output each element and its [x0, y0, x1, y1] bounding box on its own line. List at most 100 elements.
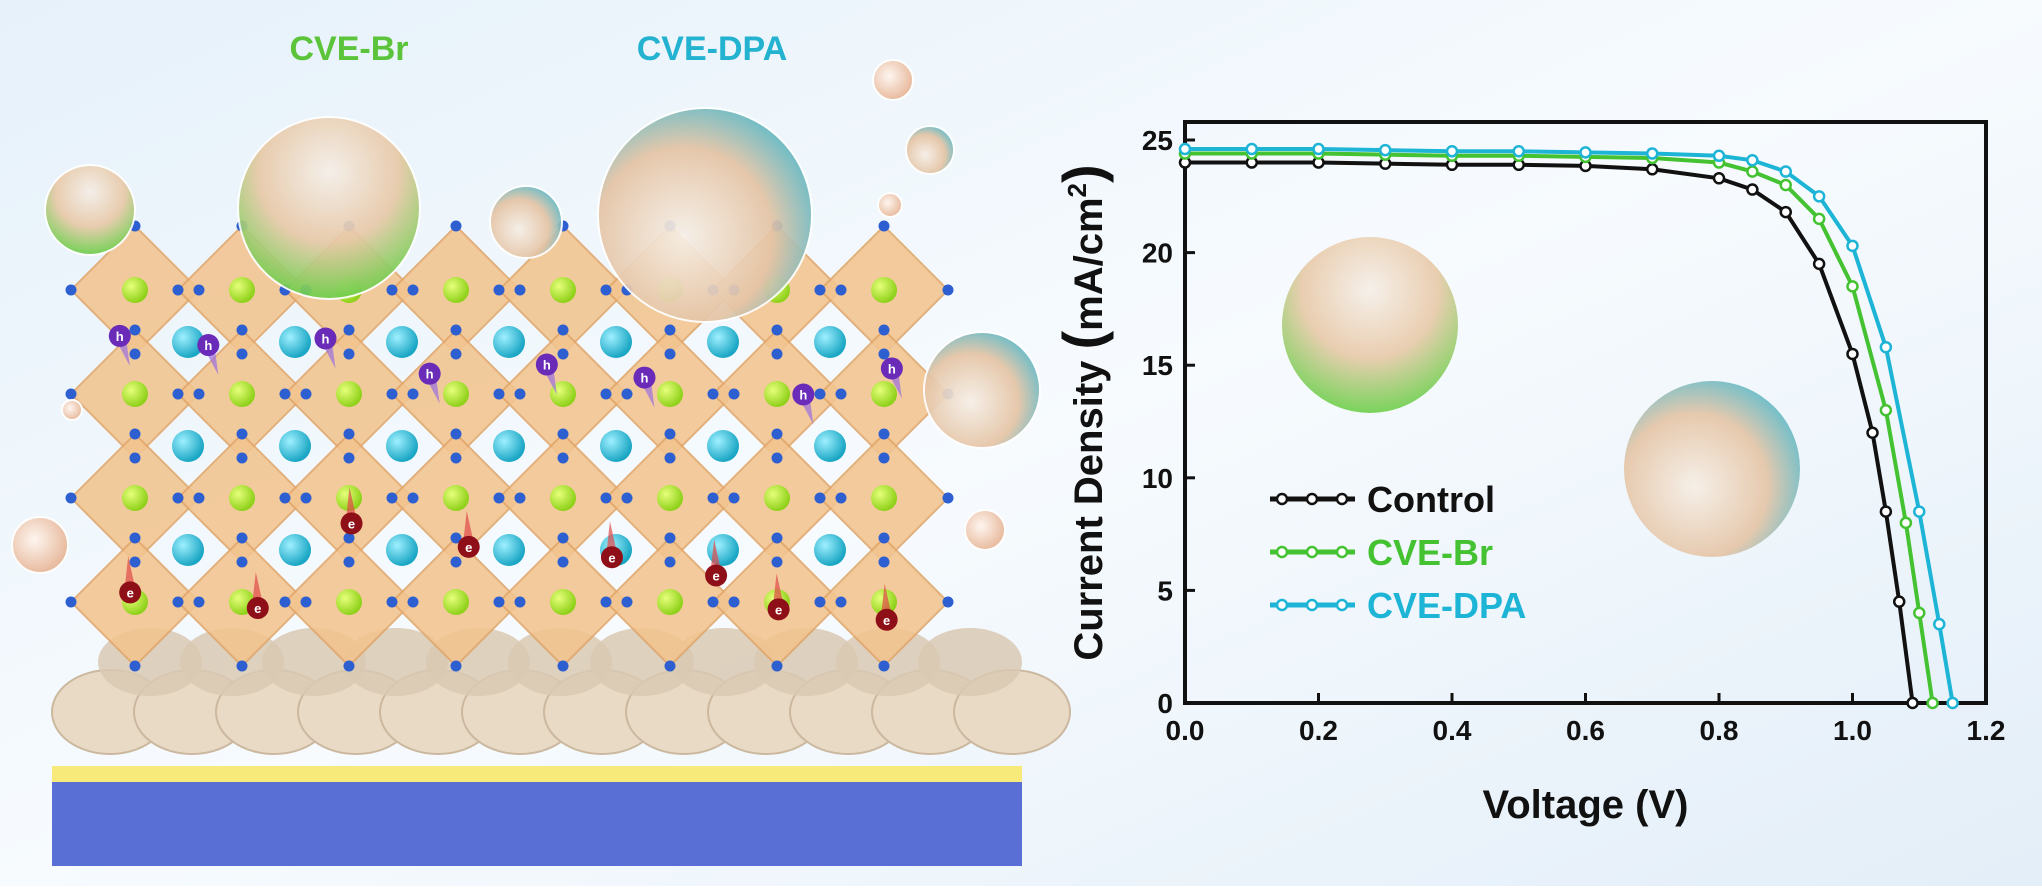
y-axis-title-part: 2 [1062, 183, 1092, 197]
x-site-atom [493, 492, 505, 504]
data-point [1445, 145, 1459, 158]
x-site-atom [621, 596, 633, 608]
x-tick-label: 0.8 [1700, 715, 1739, 746]
electron-label: e [465, 540, 472, 555]
a-site-atom [814, 534, 846, 566]
b-site-atom [443, 485, 469, 511]
x-site-atom [707, 492, 719, 504]
legend-label: CVE-DPA [1367, 585, 1526, 626]
data-point [1933, 617, 1946, 631]
x-site-atom [193, 284, 205, 296]
x-site-atom [236, 324, 248, 336]
molecule-sphere [61, 399, 83, 421]
a-site-atom [707, 430, 739, 462]
x-site-atom [343, 660, 355, 672]
b-site-atom [122, 485, 148, 511]
x-tick-label: 1.0 [1833, 715, 1872, 746]
x-site-atom [343, 532, 355, 544]
x-site-atom [771, 452, 783, 464]
hole-label: h [641, 371, 649, 386]
y-tick-label: 15 [1142, 350, 1173, 381]
x-site-atom [450, 556, 462, 568]
y-tick-label: 25 [1142, 125, 1173, 156]
legend-marker [1335, 545, 1349, 559]
x-site-atom [771, 660, 783, 672]
x-site-atom [664, 532, 676, 544]
x-site-atom [129, 324, 141, 336]
x-site-atom [514, 596, 526, 608]
x-site-atom [343, 452, 355, 464]
x-site-atom [514, 388, 526, 400]
x-site-atom [386, 596, 398, 608]
x-site-atom [172, 388, 184, 400]
x-site-atom [407, 388, 419, 400]
b-site-atom [657, 381, 683, 407]
x-site-atom [814, 284, 826, 296]
x-site-atom [407, 284, 419, 296]
y-axis-title: Current Density (mA/cm2) [1051, 164, 1114, 660]
x-site-atom [172, 284, 184, 296]
legend-marker [1335, 492, 1349, 506]
b-site-atom [764, 381, 790, 407]
x-site-atom [707, 596, 719, 608]
x-site-atom [557, 348, 569, 360]
data-point [1812, 257, 1826, 271]
b-site-atom [229, 381, 255, 407]
molecule-sphere [597, 107, 813, 323]
data-point [1879, 403, 1893, 417]
data-point [1779, 205, 1792, 219]
x-site-atom [172, 492, 184, 504]
y-axis-title-part: mA/cm [1067, 197, 1111, 330]
data-point [1312, 142, 1325, 156]
b-site-atom [443, 589, 469, 615]
electron [340, 512, 363, 535]
legend-marker [1305, 545, 1319, 559]
x-site-atom [236, 532, 248, 544]
x-site-atom [514, 492, 526, 504]
x-site-atom [728, 492, 740, 504]
x-site-atom [942, 492, 954, 504]
electron [705, 564, 728, 587]
x-site-atom [771, 532, 783, 544]
b-site-atom [336, 381, 362, 407]
x-site-atom [129, 556, 141, 568]
x-site-atom [814, 492, 826, 504]
electron-label: e [254, 601, 261, 616]
molecule-sphere [11, 516, 69, 574]
molecule-sphere [877, 192, 903, 218]
hole [633, 366, 656, 389]
x-tick-label: 0.2 [1299, 715, 1338, 746]
y-tick-label: 10 [1142, 463, 1173, 494]
a-site-atom [600, 326, 632, 358]
data-point [1746, 154, 1759, 167]
b-site-atom [550, 485, 576, 511]
x-site-atom [450, 428, 462, 440]
x-tick-label: 0.4 [1433, 715, 1472, 746]
b-site-atom [657, 589, 683, 615]
legend-label: Control [1367, 479, 1495, 520]
a-site-atom [279, 534, 311, 566]
electron-label: e [608, 550, 615, 565]
molecule-sphere [964, 509, 1006, 551]
hole [792, 383, 815, 406]
x-site-atom [814, 388, 826, 400]
a-site-atom [172, 326, 204, 358]
hole-label: h [116, 329, 124, 344]
x-site-atom [343, 556, 355, 568]
x-site-atom [343, 348, 355, 360]
b-site-atom [122, 277, 148, 303]
x-site-atom [343, 428, 355, 440]
legend-marker [1275, 598, 1289, 612]
b-site-atom [764, 485, 790, 511]
data-point [1906, 696, 1919, 710]
data-point [1646, 163, 1659, 176]
x-site-atom [300, 388, 312, 400]
molecule-sphere [44, 164, 136, 256]
molecule-label: CVE-DPA [637, 30, 788, 68]
x-site-atom [728, 596, 740, 608]
x-site-atom [835, 388, 847, 400]
data-point [1846, 280, 1859, 293]
x-site-atom [664, 660, 676, 672]
jv-chart: 0.0 0.2 0.4 0.6 0.8 1.0 1.2 0 5 10 15 20 25 Voltage (… [1051, 120, 2005, 827]
